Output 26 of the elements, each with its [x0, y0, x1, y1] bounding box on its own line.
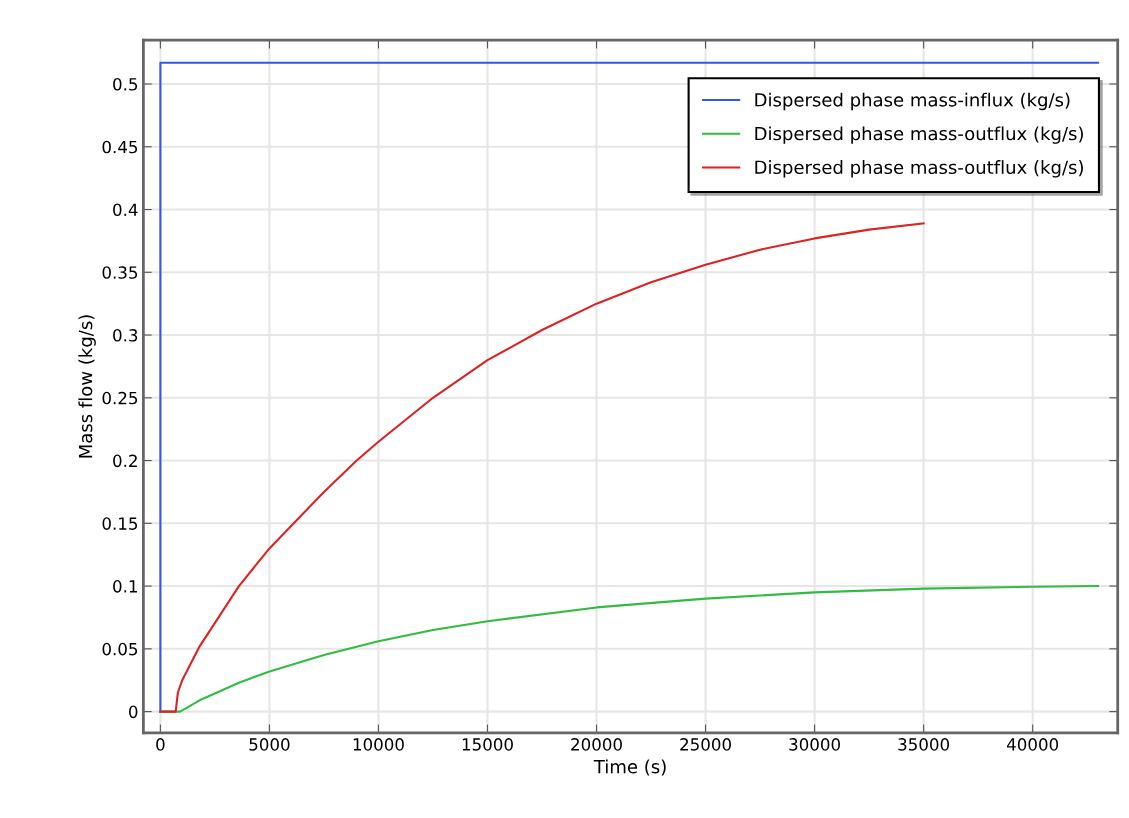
y-tick-label: 0.45: [102, 140, 138, 154]
y-tick-label: 0.15: [102, 517, 138, 530]
y-tick-label: 0.25: [102, 391, 138, 405]
y-axis-title: Mass flow (kg/s): [78, 315, 96, 458]
y-tick-label: 0.2: [113, 454, 137, 468]
legend-label: Dispersed phase mass-outflux (kg/s): [755, 160, 1083, 178]
x-tick-label: 10000: [353, 738, 404, 751]
line-series: [159, 222, 925, 713]
x-tick-label: 30000: [789, 738, 840, 751]
x-tick-label: 20000: [571, 738, 622, 751]
legend-label: Dispersed phase mass-influx (kg/s): [755, 92, 1070, 111]
x-tick-label: 35000: [898, 738, 950, 751]
y-tick-label: 0: [129, 705, 138, 719]
y-tick-label: 0.05: [102, 642, 138, 656]
x-axis-title: Time (s): [593, 759, 666, 776]
x-tick-label: 0: [156, 738, 165, 751]
y-tick-label: 0.35: [102, 266, 138, 279]
x-tick-label: 25000: [680, 738, 731, 751]
x-tick-label: 15000: [462, 738, 513, 751]
y-tick-label: 0.5: [113, 77, 138, 91]
y-tick-label: 0.1: [113, 580, 137, 593]
x-tick-label: 5000: [249, 738, 290, 751]
y-tick-label: 0.4: [113, 203, 138, 217]
x-tick-label: 40000: [1006, 738, 1059, 751]
y-tick-label: 0.3: [113, 329, 138, 342]
legend-label: Dispersed phase mass-outflux (kg/s): [755, 126, 1083, 144]
